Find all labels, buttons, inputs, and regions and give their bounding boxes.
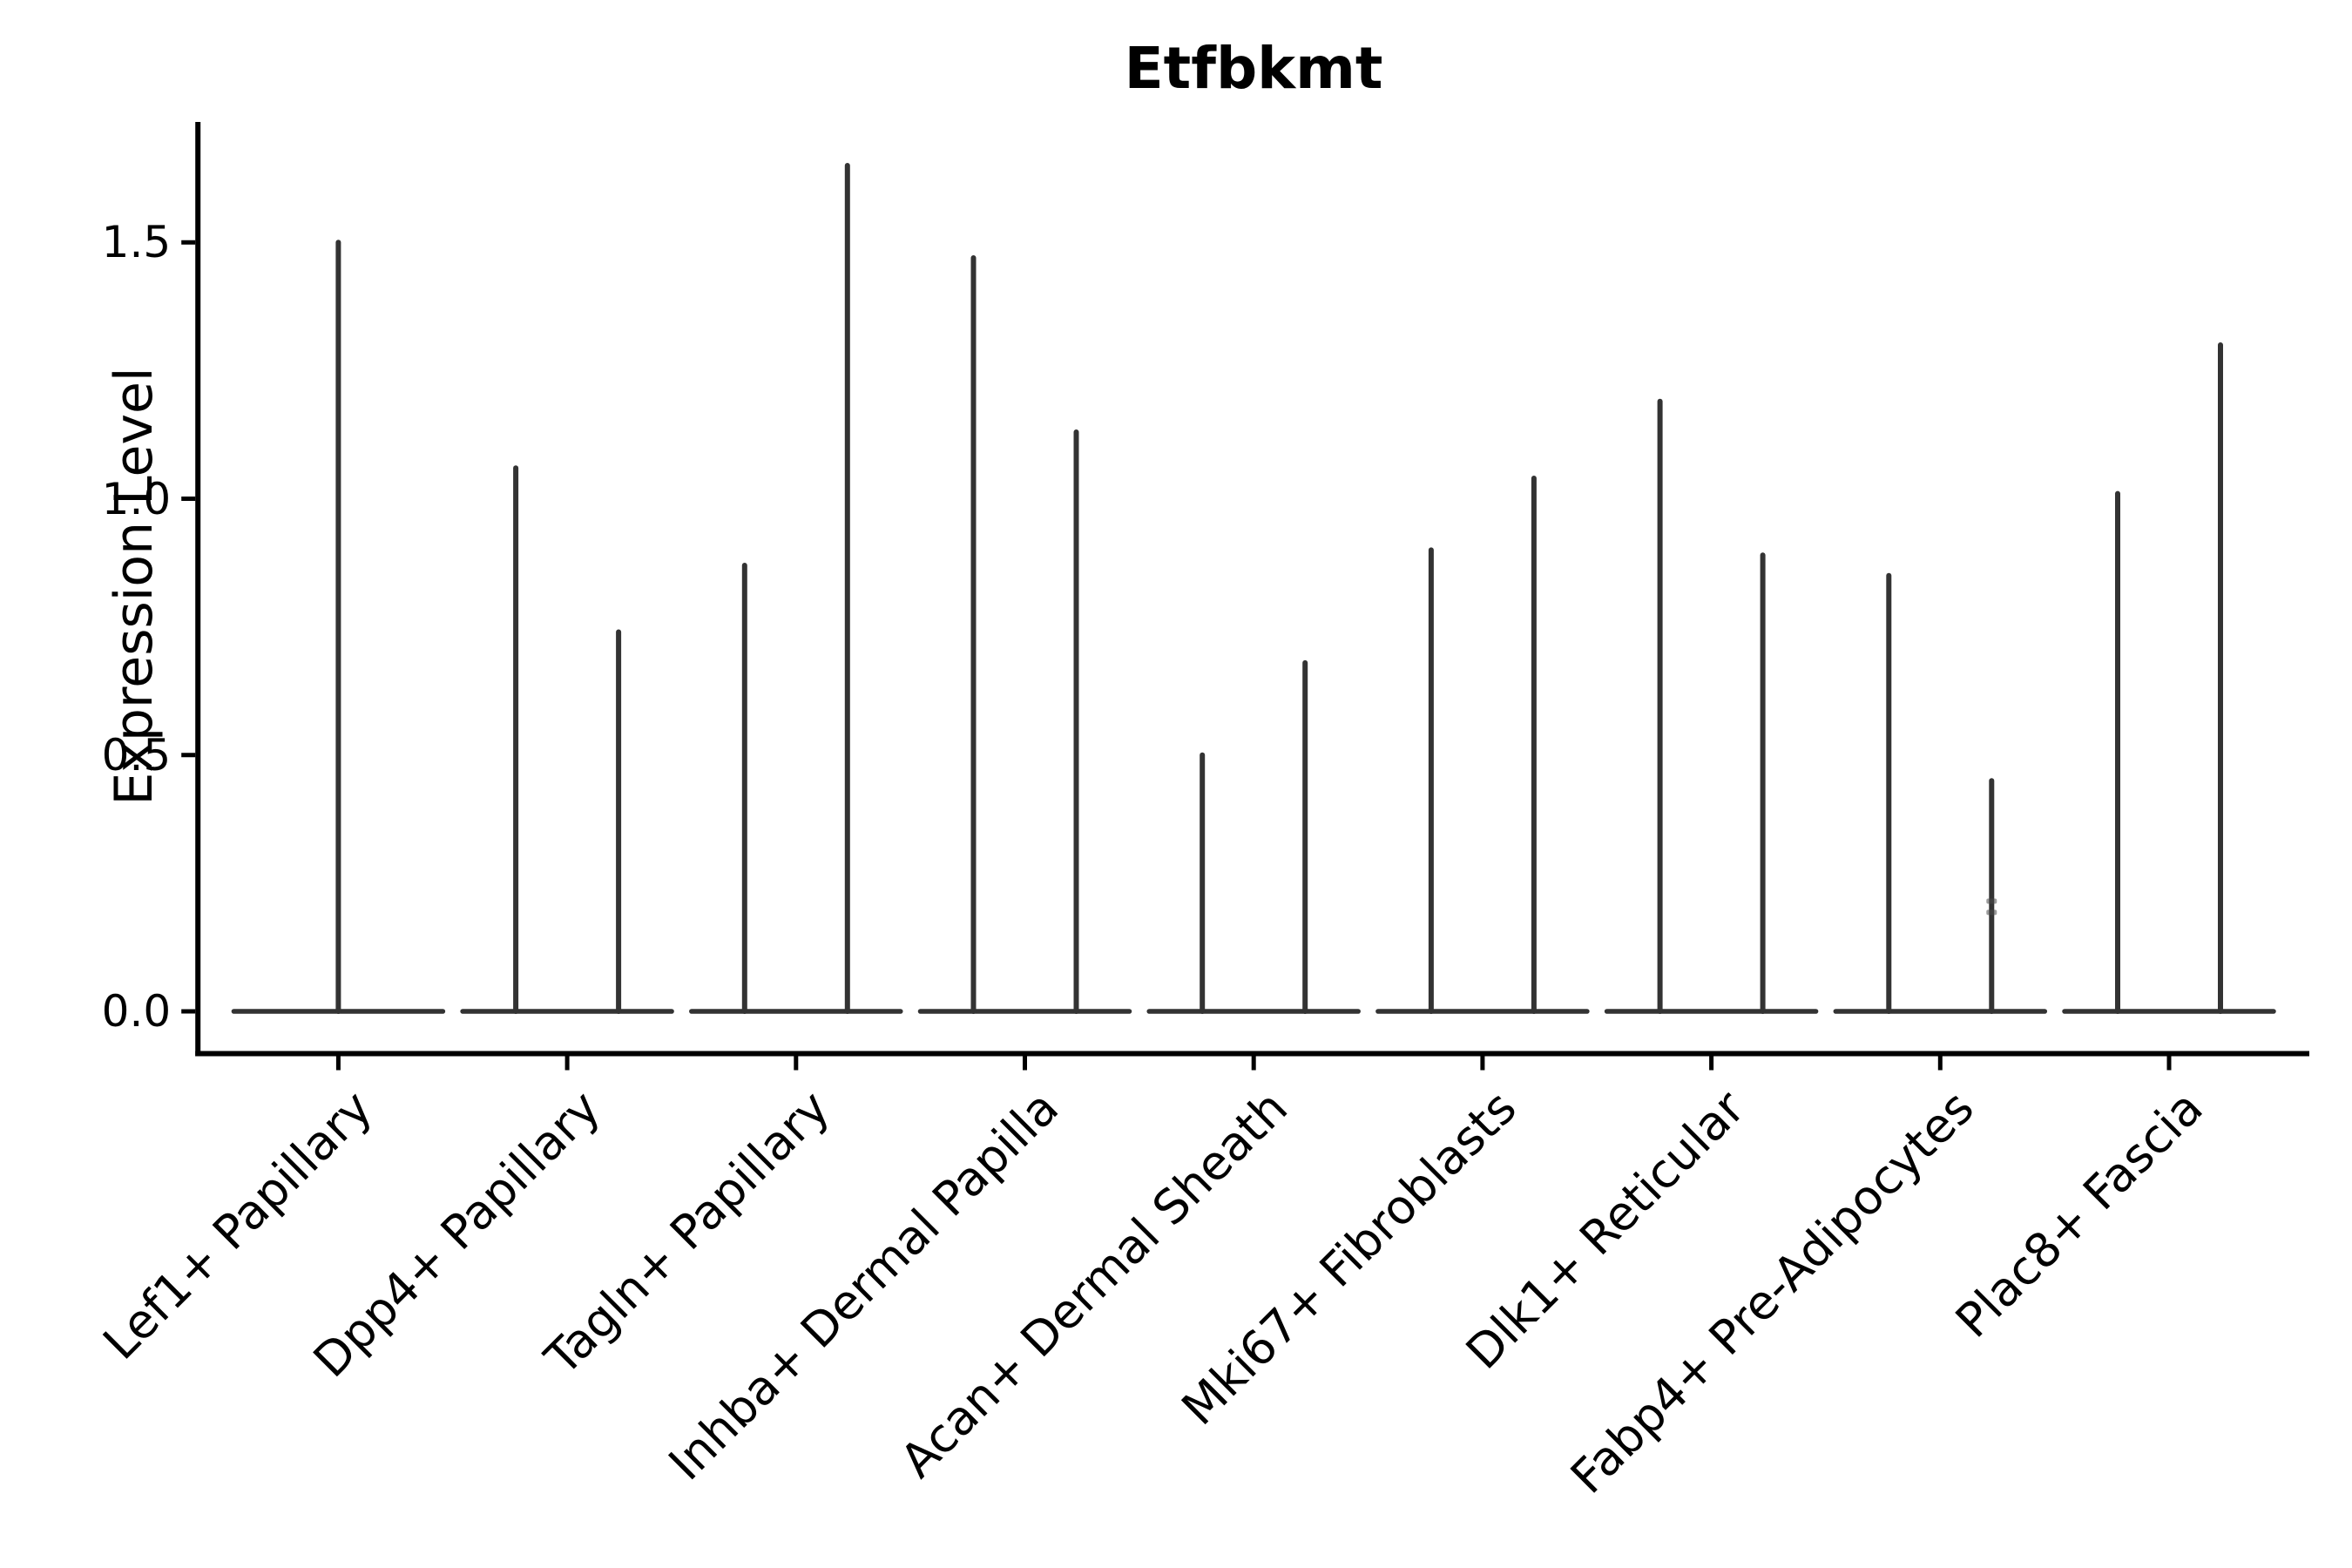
chart-title: Etfbkmt xyxy=(1124,35,1383,102)
y-tick-label: 0.0 xyxy=(101,986,172,1037)
spike-blip xyxy=(1986,898,1997,904)
y-tick-label: 1.5 xyxy=(101,217,172,268)
y-tick-label: 1.0 xyxy=(101,473,172,524)
spike-blip xyxy=(1986,909,1997,916)
y-tick-label: 0.5 xyxy=(101,729,172,781)
